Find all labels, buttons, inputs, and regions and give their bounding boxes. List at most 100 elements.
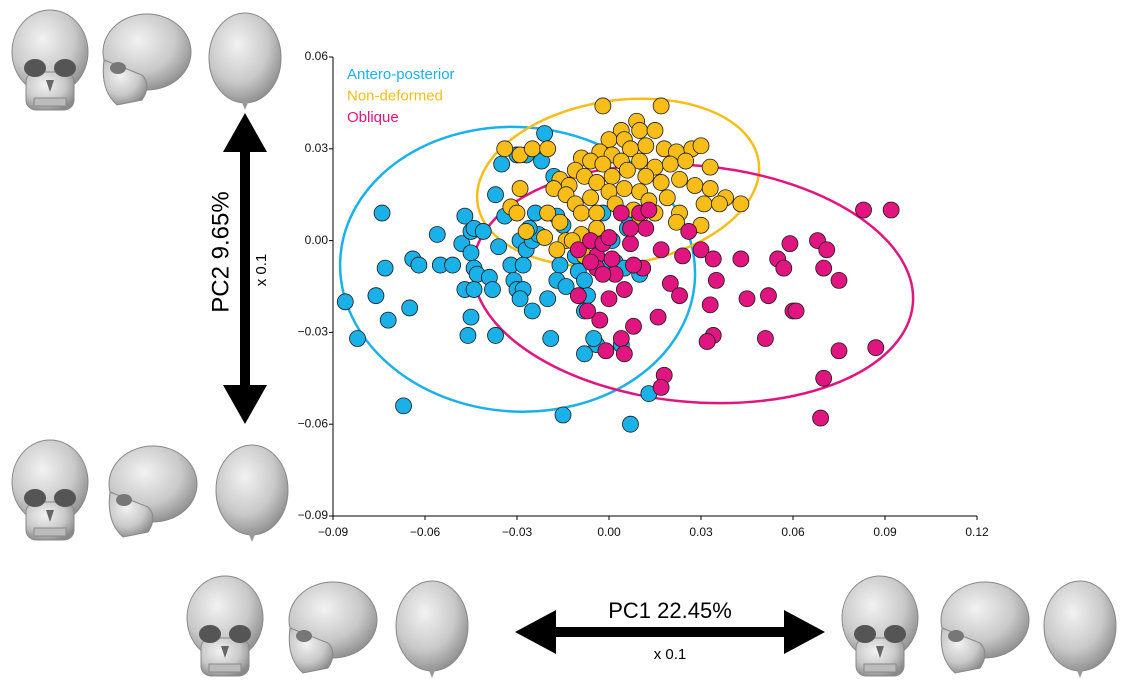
y-tick-label: 0.00 — [305, 233, 329, 247]
point — [474, 223, 492, 240]
point — [622, 219, 639, 237]
x-tick-label: −0.06 — [410, 525, 441, 539]
point — [677, 152, 695, 170]
series — [569, 201, 900, 427]
point — [646, 122, 664, 139]
point — [410, 256, 428, 274]
point — [487, 186, 504, 204]
pc1-scale: x 0.1 — [654, 646, 687, 663]
x-tick-label: 0.09 — [873, 525, 897, 539]
legend-entry: Oblique — [347, 109, 399, 126]
x-tick-label: 0.03 — [689, 525, 713, 539]
point — [615, 180, 633, 197]
point — [428, 226, 446, 243]
point — [496, 140, 514, 158]
point — [508, 204, 526, 222]
y-tick-label: 0.03 — [305, 141, 329, 155]
point — [757, 330, 774, 347]
point — [551, 256, 569, 274]
x-tick-label: 0.06 — [781, 525, 805, 539]
legend-entry: Non-deformed — [347, 87, 443, 104]
y-tick-label: 0.06 — [305, 49, 329, 63]
point — [661, 155, 679, 173]
point — [462, 308, 480, 326]
point — [622, 415, 639, 433]
point — [484, 281, 501, 298]
point — [542, 330, 560, 347]
point — [732, 250, 750, 268]
point — [830, 271, 848, 289]
point — [615, 345, 633, 363]
y-tick-label: −0.06 — [298, 416, 329, 430]
arrows — [223, 113, 825, 654]
point — [588, 204, 606, 222]
point — [395, 397, 412, 415]
point — [591, 311, 609, 329]
point — [738, 290, 756, 308]
point — [615, 281, 633, 298]
point — [701, 158, 719, 176]
point — [594, 265, 612, 283]
series — [496, 97, 750, 265]
point — [514, 256, 532, 274]
point — [637, 219, 655, 237]
point — [619, 161, 636, 179]
point — [652, 97, 670, 115]
point — [701, 296, 719, 314]
point — [349, 330, 366, 347]
point — [523, 140, 541, 158]
point — [612, 204, 630, 222]
point — [668, 213, 685, 231]
point — [600, 229, 618, 246]
y-tick-label: −0.09 — [298, 508, 329, 522]
point — [523, 302, 541, 320]
point — [732, 195, 750, 213]
point — [622, 235, 639, 253]
point — [686, 177, 704, 194]
point — [603, 167, 621, 185]
point — [612, 330, 630, 347]
plot: −0.09 −0.06 −0.03 0.00 0.03 0.06 −0.09 −0.06 −0.… — [298, 49, 989, 539]
point — [882, 201, 900, 219]
point — [625, 317, 642, 335]
point — [631, 152, 649, 170]
point — [401, 299, 419, 317]
point — [622, 140, 639, 158]
point — [576, 345, 593, 363]
point — [465, 281, 483, 298]
point — [487, 327, 504, 344]
point — [671, 170, 688, 188]
point — [373, 204, 391, 222]
legend-entry: Antero-posterior — [347, 66, 455, 83]
point — [787, 302, 805, 320]
point — [692, 137, 710, 155]
point — [652, 241, 670, 259]
point — [671, 287, 688, 305]
point — [569, 241, 587, 259]
point — [511, 180, 529, 197]
point — [711, 195, 728, 213]
point — [573, 204, 590, 222]
point — [680, 223, 698, 240]
point — [600, 290, 618, 308]
point — [652, 174, 670, 191]
pc2-scale: x 0.1 — [253, 254, 270, 287]
point — [701, 180, 719, 197]
point — [462, 244, 480, 262]
point — [603, 250, 621, 268]
point — [376, 259, 394, 277]
point — [707, 271, 725, 289]
point — [367, 287, 385, 305]
skull-images — [11, 9, 1117, 679]
point — [536, 125, 553, 142]
point — [855, 201, 872, 219]
point — [456, 207, 474, 225]
point — [459, 327, 477, 344]
point — [585, 330, 603, 347]
point — [760, 287, 777, 305]
point — [576, 271, 593, 289]
point — [594, 97, 612, 115]
x-tick-label: −0.09 — [318, 525, 349, 539]
point — [493, 155, 511, 173]
